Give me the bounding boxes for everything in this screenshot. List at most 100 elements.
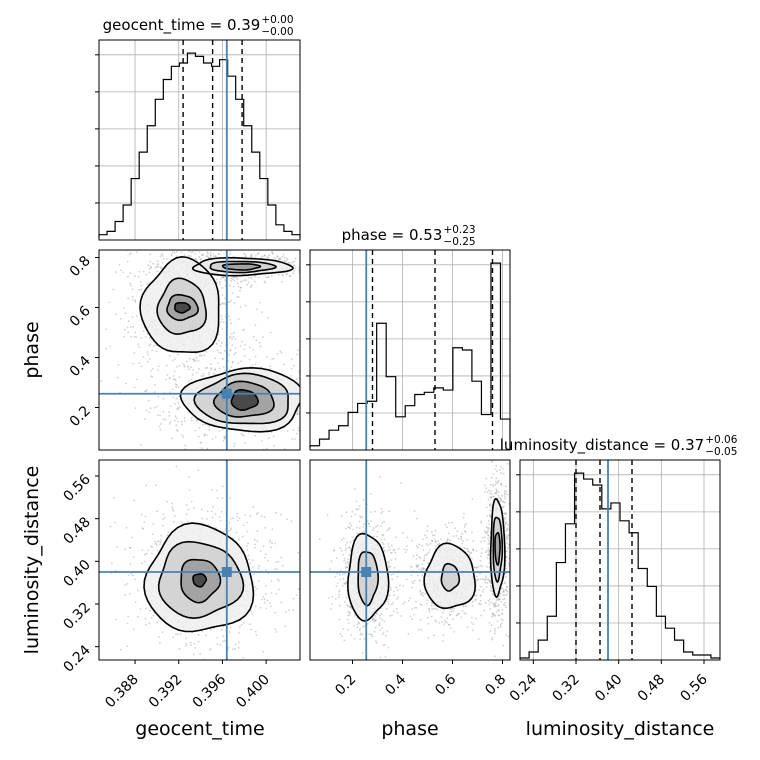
sample-point [269,365,272,368]
sample-point [370,493,372,495]
sample-point [224,279,227,282]
sample-point [232,336,235,338]
sample-point [266,355,268,358]
sample-point [480,585,482,588]
sample-point [254,280,256,283]
sample-point [502,619,504,622]
sample-point [441,621,443,623]
sample-point [272,257,275,259]
sample-point [422,591,424,594]
sample-point [236,282,239,285]
sample-point [391,614,393,617]
sample-point [411,586,413,589]
contour-line [174,301,192,314]
sample-point [491,638,494,641]
sample-point [177,633,179,635]
sample-point [116,376,119,379]
sample-point [218,367,221,370]
sample-point [145,484,148,487]
sample-point [350,548,352,550]
sample-point [489,490,492,493]
sample-point [228,522,231,524]
sample-point [141,229,143,231]
sample-point [349,378,351,380]
sample-point [231,333,233,335]
sample-point [446,617,449,620]
sample-point [463,530,466,532]
sample-point [171,251,174,253]
sample-point [292,261,294,263]
sample-point [284,611,287,614]
sample-point [383,549,386,552]
sample-point [105,347,107,350]
sample-point [370,511,372,513]
sample-point [324,365,326,367]
sample-point [263,598,266,601]
sample-point [349,541,352,543]
sample-point [156,414,159,416]
sample-point [280,351,283,354]
density-fill [358,551,379,606]
sample-point [388,527,391,529]
sample-point [203,433,206,436]
sample-point [493,605,496,608]
sample-point [218,516,221,518]
sample-point [411,608,414,610]
sample-point [249,286,252,289]
sample-point [197,633,200,636]
sample-point [212,506,214,508]
sample-point [320,402,322,404]
sample-point [495,599,498,601]
sample-point [264,593,267,595]
sample-point [447,623,450,626]
sample-point [156,510,158,512]
sample-point [241,535,244,538]
sample-point [231,344,234,346]
sample-point [229,349,232,352]
histogram-geocent_time [98,52,301,238]
sample-point [401,532,404,534]
sample-point [228,631,231,633]
sample-point [508,534,510,536]
sample-point [488,520,490,522]
sample-point [352,528,354,531]
sample-point [199,670,201,672]
sample-point [499,500,501,503]
sample-point [190,366,192,369]
sample-point [184,444,187,447]
sample-point [224,436,227,438]
sample-point [342,553,345,556]
sample-point [348,526,351,529]
sample-point [489,483,492,486]
sample-point [483,530,486,533]
sample-point [129,546,132,549]
sample-point [292,264,295,266]
sample-point [504,582,506,585]
sample-point [254,363,257,366]
sample-point [230,664,232,666]
sample-point [341,635,344,637]
sample-point [223,302,226,305]
sample-point [154,540,157,543]
sample-point [259,301,261,304]
sample-point [160,267,163,270]
sample-point [187,508,190,511]
sample-point [347,561,350,564]
sample-point [144,390,147,393]
panel-geocent-time-hist: geocent_time = 0.39 +0.00−0.00 [95,14,301,241]
sample-point [174,377,176,380]
sample-point [240,432,243,435]
sample-point [475,598,477,601]
sample-point [159,428,162,431]
sample-point [486,565,488,568]
sample-point [144,336,147,338]
sample-point [330,560,333,563]
sample-point [162,418,165,421]
sample-point [420,592,422,595]
sample-point [242,622,245,625]
sample-point [353,488,356,490]
sample-point [173,419,176,422]
sample-point [350,524,353,527]
sample-point [452,610,455,613]
sample-point [168,244,170,246]
